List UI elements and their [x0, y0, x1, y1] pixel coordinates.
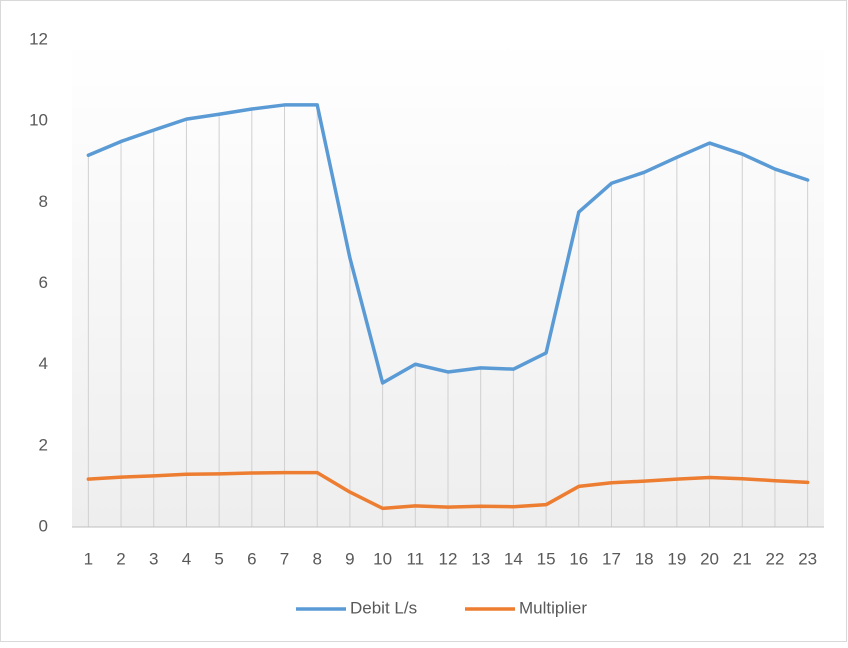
x-tick-label: 10: [373, 549, 392, 568]
y-tick-label: 6: [39, 273, 48, 292]
legend-label: Multiplier: [519, 598, 587, 617]
x-tick-label: 5: [214, 549, 223, 568]
x-tick-label: 4: [182, 549, 191, 568]
y-tick-label: 10: [29, 111, 48, 130]
x-tick-label: 15: [537, 549, 556, 568]
y-tick-label: 4: [39, 354, 48, 373]
x-tick-label: 11: [406, 549, 424, 568]
x-tick-label: 17: [602, 549, 621, 568]
x-tick-label: 8: [312, 549, 321, 568]
y-tick-label: 2: [39, 435, 48, 454]
legend-label: Debit L/s: [350, 598, 417, 617]
y-tick-label: 8: [39, 192, 48, 211]
x-tick-label: 6: [247, 549, 256, 568]
x-tick-label: 18: [635, 549, 654, 568]
x-tick-label: 1: [84, 549, 93, 568]
x-tick-label: 14: [504, 549, 523, 568]
x-tick-label: 7: [280, 549, 289, 568]
x-tick-label: 19: [667, 549, 686, 568]
x-tick-label: 3: [149, 549, 158, 568]
series-line: [86, 103, 810, 385]
x-tick-label: 2: [116, 549, 125, 568]
x-tick-label: 23: [798, 549, 817, 568]
y-tick-label: 0: [39, 516, 48, 535]
series-line: [86, 470, 810, 511]
x-tick-label: 9: [345, 549, 354, 568]
x-tick-label: 20: [700, 549, 719, 568]
y-tick-label: 12: [29, 29, 48, 48]
x-tick-label: 21: [733, 549, 752, 568]
x-tick-label: 22: [765, 549, 784, 568]
x-tick-label: 12: [439, 549, 458, 568]
x-tick-label: 13: [471, 549, 490, 568]
x-tick-label: 16: [569, 549, 588, 568]
